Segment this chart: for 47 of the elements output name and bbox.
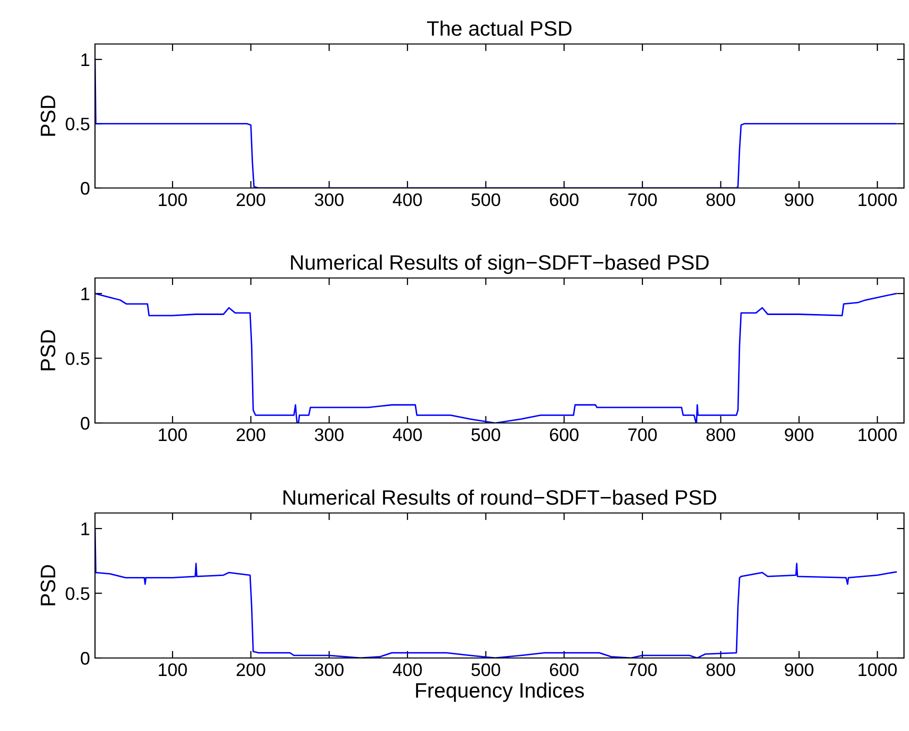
x-tick-label: 800 xyxy=(706,663,736,676)
x-axis-title: Frequency Indices xyxy=(416,682,584,702)
chart-title: The actual PSD xyxy=(427,20,572,36)
y-tick-label: 0 xyxy=(80,416,90,430)
x-tick-label: 300 xyxy=(314,193,344,206)
x-tick-label: 300 xyxy=(314,663,344,676)
x-tick-label: 800 xyxy=(706,428,736,442)
y-tick-label: 0.5 xyxy=(66,587,90,600)
x-tick-label: 600 xyxy=(550,193,578,206)
x-tick-label: 500 xyxy=(471,428,500,442)
y-tick-label: 0.5 xyxy=(66,118,90,130)
x-tick-label: 200 xyxy=(236,193,266,206)
x-tick-label: 100 xyxy=(158,193,187,206)
y-tick-label: 0.5 xyxy=(66,352,90,365)
x-tick-label: 100 xyxy=(158,663,187,676)
x-tick-label: 500 xyxy=(471,193,500,206)
x-tick-label: 1000 xyxy=(858,663,897,676)
x-tick-label: 700 xyxy=(628,428,657,442)
x-tick-label: 400 xyxy=(392,663,422,676)
y-tick-label: 1 xyxy=(81,54,90,66)
chart-title: Numerical Results of round−SDFT−based PSD xyxy=(284,490,716,505)
x-tick-label: 1000 xyxy=(858,193,897,206)
y-axis-title: PSD xyxy=(40,96,56,136)
x-tick-label: 900 xyxy=(784,663,814,676)
x-tick-label: 700 xyxy=(628,193,657,206)
x-tick-label: 100 xyxy=(158,428,187,442)
y-axis-title: PSD xyxy=(40,330,56,370)
x-tick-label: 800 xyxy=(706,193,736,206)
y-tick-label: 1 xyxy=(81,288,90,300)
x-tick-label: 500 xyxy=(471,663,500,676)
x-tick-label: 400 xyxy=(392,193,422,206)
y-tick-label: 1 xyxy=(81,522,90,536)
y-tick-label: 0 xyxy=(80,652,90,665)
x-tick-label: 1000 xyxy=(858,428,897,442)
x-tick-label: 600 xyxy=(550,663,578,676)
x-tick-label: 200 xyxy=(236,428,266,442)
x-tick-label: 400 xyxy=(392,428,422,442)
y-axis-title: PSD xyxy=(40,565,56,606)
x-tick-label: 300 xyxy=(314,428,344,442)
chart-title: Numerical Results of sign−SDFT−based PSD xyxy=(291,254,709,274)
x-tick-label: 700 xyxy=(628,663,657,676)
x-tick-label: 600 xyxy=(550,428,578,442)
y-tick-label: 0 xyxy=(80,182,90,195)
line-series xyxy=(95,292,897,423)
x-tick-label: 900 xyxy=(784,428,814,442)
x-tick-label: 900 xyxy=(784,193,814,206)
x-tick-label: 200 xyxy=(236,663,266,676)
